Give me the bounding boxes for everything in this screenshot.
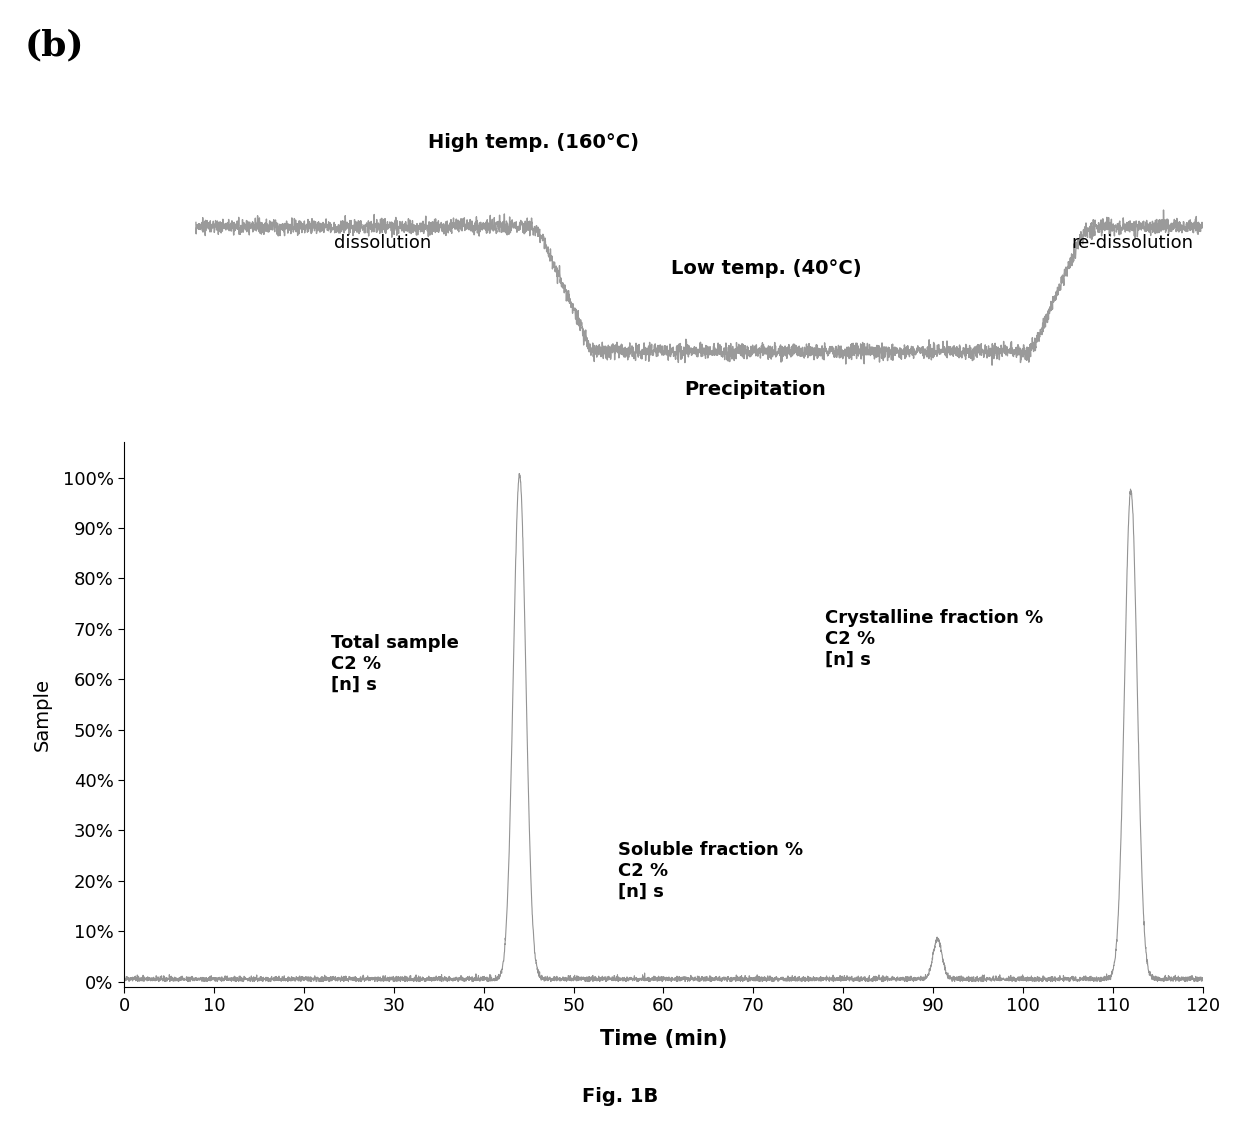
Text: re-dissolution: re-dissolution <box>1071 235 1194 252</box>
Text: High temp. (160°C): High temp. (160°C) <box>429 133 640 152</box>
Text: Soluble fraction %
C2 %
[n] s: Soluble fraction % C2 % [n] s <box>619 840 804 900</box>
Text: (b): (b) <box>25 28 84 62</box>
Y-axis label: Sample: Sample <box>32 678 52 751</box>
Text: Crystalline fraction %
C2 %
[n] s: Crystalline fraction % C2 % [n] s <box>826 609 1044 669</box>
X-axis label: Time (min): Time (min) <box>600 1029 727 1049</box>
Text: Total sample
C2 %
[n] s: Total sample C2 % [n] s <box>331 634 459 694</box>
Text: Low temp. (40°C): Low temp. (40°C) <box>671 260 862 278</box>
Text: Fig. 1B: Fig. 1B <box>582 1086 658 1106</box>
Text: Precipitation: Precipitation <box>684 380 826 399</box>
Text: dissolution: dissolution <box>335 235 432 252</box>
